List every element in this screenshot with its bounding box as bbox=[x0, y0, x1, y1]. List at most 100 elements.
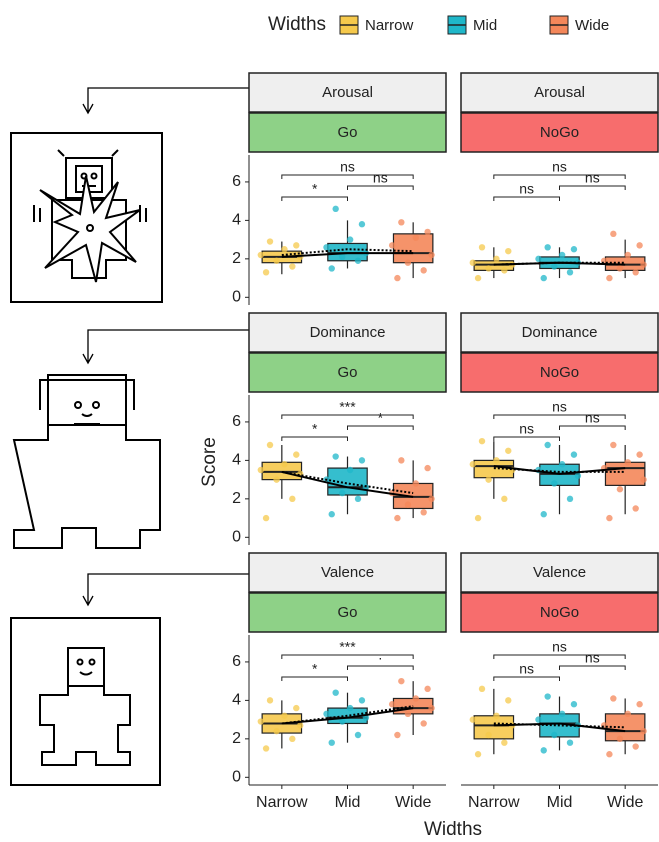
data-point bbox=[424, 685, 431, 693]
data-point bbox=[358, 457, 366, 464]
data-point bbox=[636, 701, 643, 708]
data-point bbox=[610, 230, 617, 238]
legend-title: Widths bbox=[268, 14, 326, 35]
strip-col bbox=[248, 592, 447, 633]
data-point bbox=[535, 716, 542, 723]
significance-label: * bbox=[312, 661, 318, 677]
y-tick-label: 2 bbox=[232, 490, 241, 507]
data-point bbox=[535, 255, 542, 263]
data-point bbox=[540, 274, 547, 282]
data-point bbox=[412, 480, 419, 487]
y-tick-label: 4 bbox=[232, 212, 241, 229]
significance-bracket bbox=[559, 665, 626, 670]
data-point bbox=[566, 495, 574, 503]
data-point bbox=[388, 701, 396, 708]
data-point bbox=[640, 261, 647, 268]
data-point bbox=[493, 712, 500, 719]
strip-row bbox=[248, 312, 447, 353]
data-point bbox=[478, 244, 486, 251]
significance-label: · bbox=[378, 650, 383, 666]
data-point bbox=[632, 743, 639, 750]
data-point bbox=[323, 710, 330, 718]
x-axis-title: Widths bbox=[424, 819, 482, 840]
connector-arrows bbox=[82, 87, 249, 607]
box bbox=[604, 461, 646, 486]
x-tick-label: Wide bbox=[395, 794, 432, 811]
data-point bbox=[428, 704, 435, 712]
strip-col-label: Go bbox=[337, 124, 357, 141]
data-point bbox=[262, 269, 270, 276]
data-point bbox=[474, 274, 482, 282]
significance-bracket bbox=[559, 425, 626, 430]
y-tick-label: 4 bbox=[232, 692, 241, 709]
data-point bbox=[420, 509, 427, 516]
significance-bracket bbox=[347, 185, 414, 190]
data-point bbox=[624, 710, 631, 718]
data-point bbox=[501, 267, 508, 274]
data-point bbox=[358, 221, 366, 228]
data-point bbox=[323, 244, 330, 251]
data-point bbox=[354, 495, 362, 503]
manikin-dominance bbox=[12, 374, 161, 549]
data-point bbox=[469, 461, 477, 468]
data-point bbox=[339, 718, 346, 725]
strip-col bbox=[460, 592, 659, 633]
data-point bbox=[404, 710, 412, 718]
strip-row-label: Valence bbox=[321, 564, 374, 581]
data-point bbox=[428, 251, 435, 259]
data-point bbox=[266, 697, 274, 704]
significance-label: ns bbox=[585, 170, 600, 186]
x-tick-label: Wide bbox=[607, 794, 644, 811]
significance-bracket bbox=[281, 174, 414, 179]
significance-label: ns bbox=[552, 399, 567, 415]
significance-bracket bbox=[493, 196, 560, 201]
y-tick-label: 6 bbox=[232, 653, 241, 670]
data-point bbox=[606, 514, 613, 522]
data-point bbox=[354, 731, 362, 739]
legend-label: Mid bbox=[473, 17, 497, 34]
data-point bbox=[398, 457, 405, 464]
significance-label: * bbox=[312, 181, 318, 197]
data-point bbox=[505, 697, 512, 704]
data-point bbox=[332, 689, 339, 696]
data-point bbox=[632, 505, 639, 512]
significance-bracket bbox=[281, 414, 414, 419]
manikin-arousal bbox=[10, 132, 163, 303]
data-point bbox=[394, 731, 401, 739]
strip-col bbox=[460, 352, 659, 393]
significance-bracket bbox=[281, 196, 348, 201]
data-point bbox=[501, 739, 508, 746]
data-point bbox=[551, 480, 558, 487]
strip-col bbox=[248, 352, 447, 393]
data-point bbox=[540, 747, 547, 754]
significance-label: *** bbox=[339, 399, 356, 415]
box bbox=[473, 715, 515, 740]
data-point bbox=[636, 242, 643, 249]
x-tick-label: Narrow bbox=[256, 794, 308, 811]
data-point bbox=[420, 267, 427, 274]
data-point bbox=[478, 437, 486, 445]
significance-bracket bbox=[347, 665, 414, 670]
strip-col-label: Go bbox=[337, 604, 357, 621]
y-tick-label: 2 bbox=[232, 730, 241, 747]
data-point bbox=[640, 476, 647, 483]
data-point bbox=[339, 489, 346, 497]
data-point bbox=[262, 514, 270, 522]
significance-label: ns bbox=[552, 639, 567, 655]
data-point bbox=[610, 441, 617, 449]
data-point bbox=[505, 447, 512, 454]
strip-row-label: Dominance bbox=[310, 324, 386, 341]
data-point bbox=[624, 251, 631, 259]
data-point bbox=[474, 751, 482, 758]
data-point bbox=[616, 486, 624, 493]
significance-bracket bbox=[493, 676, 560, 681]
data-point bbox=[558, 710, 566, 718]
strip-row bbox=[460, 72, 659, 113]
significance-bracket bbox=[493, 414, 626, 419]
data-point bbox=[558, 461, 566, 468]
data-point bbox=[398, 219, 405, 226]
strip-col bbox=[248, 112, 447, 153]
data-point bbox=[289, 263, 296, 270]
significance-label: ns bbox=[519, 181, 534, 197]
